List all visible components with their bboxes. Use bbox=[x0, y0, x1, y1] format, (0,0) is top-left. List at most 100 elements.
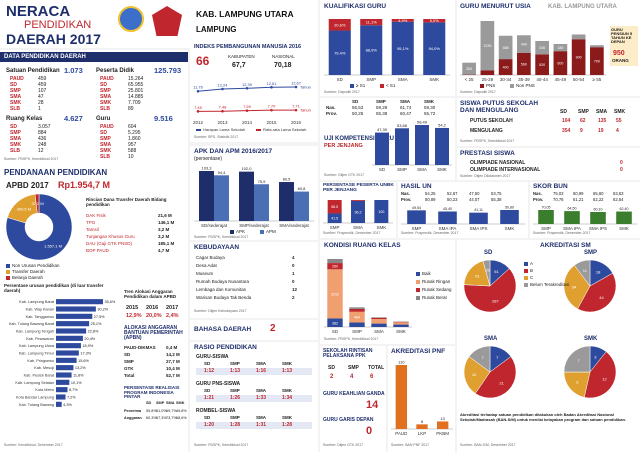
point bbox=[196, 89, 200, 93]
legend-swatch bbox=[524, 283, 528, 287]
group-label: Satuan Pendidikan bbox=[6, 68, 60, 74]
source: Sumber: PDSPK, Kemdikbud 2017 bbox=[324, 337, 379, 341]
item-value: 1 bbox=[38, 106, 41, 112]
chart: SD 382 2212 280 SMP 484 SMA SMK bbox=[324, 259, 412, 334]
section-title: SEKOLAH RINTISAN PELAKSANA PPK bbox=[323, 348, 373, 359]
item-value: 7.709 bbox=[128, 100, 141, 106]
item-label: SLB bbox=[100, 154, 110, 160]
group-total: 9.516 bbox=[154, 114, 173, 123]
point bbox=[221, 109, 224, 113]
pie-slice bbox=[474, 356, 517, 399]
table-cell: 60,3% bbox=[146, 416, 157, 420]
table-cell: SD bbox=[328, 365, 335, 371]
table-cell: 1:13 bbox=[282, 368, 293, 374]
value-label: 7 bbox=[577, 358, 580, 363]
legend-swatch bbox=[6, 264, 10, 268]
table-cell: 62,22 bbox=[593, 197, 604, 202]
source: Sumber: BAN-S/M, Desember 2017 bbox=[460, 443, 516, 447]
table-cell: BOP PAUD bbox=[86, 248, 109, 253]
chart: PAUD 110 LKP 8 PKBM 13 bbox=[391, 360, 453, 436]
x-tick-label: < 25 bbox=[465, 77, 474, 82]
source: Sumber: Puspendik, Desember 2017 bbox=[323, 231, 381, 235]
bar bbox=[415, 125, 429, 165]
chart: 7 21 12 7 bbox=[463, 345, 517, 399]
pie-label: SMA bbox=[484, 336, 498, 342]
value-label: 7 bbox=[482, 355, 485, 360]
legend-swatch bbox=[416, 296, 420, 300]
chart: SD 79,4% 20,6% SMP 88,9% 11,1% SMA 95,1% 4,9% SMK… bbox=[324, 18, 450, 82]
table-cell: 1:20 bbox=[204, 422, 215, 428]
x-tick-label: SMP bbox=[397, 167, 407, 172]
x-tick-label: SMP bbox=[352, 329, 362, 334]
bar bbox=[423, 22, 446, 75]
value-label: 22,8% bbox=[88, 329, 99, 333]
bar bbox=[360, 25, 383, 75]
value-label: 360,5 M bbox=[17, 207, 31, 212]
value-label: 58.5 bbox=[331, 205, 338, 209]
value-label: 280 bbox=[332, 265, 338, 269]
table-cell: 1:13 bbox=[230, 368, 241, 374]
bar bbox=[56, 321, 90, 327]
table-cell: 52,7 M bbox=[166, 373, 180, 378]
legend-swatch bbox=[524, 269, 528, 273]
point bbox=[270, 85, 273, 89]
value-label: 94,0% bbox=[429, 46, 441, 51]
pie-slice bbox=[468, 345, 491, 373]
value-label: 54,2 bbox=[438, 122, 447, 127]
legend-label: < S1 bbox=[386, 83, 396, 88]
x-tick-label: SMP bbox=[330, 225, 340, 230]
value-label: 88,9% bbox=[366, 48, 378, 53]
point bbox=[294, 108, 298, 112]
value-label: 25,1% bbox=[91, 322, 102, 326]
panel bbox=[190, 42, 318, 142]
table-cell: 27,7 M bbox=[166, 359, 180, 364]
source: Sumber: Ditjen GTK 2017 bbox=[324, 173, 365, 177]
value-label: 13,2% bbox=[75, 366, 86, 370]
table-cell: 1:21 bbox=[204, 395, 215, 401]
table-cell: SMP bbox=[230, 388, 240, 393]
value-label: 6,0% bbox=[430, 18, 440, 23]
chart: 18 44 34 11 bbox=[563, 259, 617, 313]
table-cell: 4 bbox=[292, 255, 295, 260]
group-label: GURU-SISWA bbox=[196, 354, 229, 360]
section-title: AKREDITASI SM bbox=[540, 242, 591, 249]
item-label: SLB bbox=[10, 106, 20, 112]
legend-label: Rusak Berat bbox=[422, 295, 447, 300]
point bbox=[294, 85, 298, 89]
section-title: KONDISI RUANG KELAS bbox=[324, 242, 401, 249]
label: KABUPATEN bbox=[228, 54, 255, 59]
table-cell: SD bbox=[204, 388, 211, 393]
table-cell: 135 bbox=[598, 118, 607, 124]
value-label: 58,49 bbox=[417, 120, 428, 125]
pie-slice bbox=[34, 193, 40, 214]
table-cell: 65,60 bbox=[593, 191, 604, 196]
value-label: 1239 bbox=[483, 44, 491, 48]
value: Rp1.954,7 M bbox=[58, 180, 111, 190]
item-label: SMA bbox=[10, 94, 22, 100]
bar bbox=[553, 44, 568, 52]
bar bbox=[56, 379, 70, 385]
source: Sumber: PDSPK, Kemdikbud 2017 bbox=[4, 157, 59, 161]
item-label: SMA bbox=[100, 142, 112, 148]
value-label: 11,8% bbox=[73, 373, 84, 377]
section-title: GURU MENURUT USIA bbox=[460, 3, 531, 10]
x-tick-label: 25-29 bbox=[482, 77, 494, 82]
table-cell: 2,4% bbox=[166, 313, 179, 319]
table-cell: Anggaran bbox=[124, 416, 142, 420]
legend-swatch bbox=[6, 270, 10, 274]
x-tick-label: SMP/sederajat bbox=[239, 223, 269, 228]
table-cell: 57,3% bbox=[156, 416, 167, 420]
x-tick-label: SMP bbox=[412, 226, 422, 231]
value: 70,18 bbox=[274, 62, 292, 69]
item-value: 12 bbox=[38, 148, 44, 154]
value-label: 35,6% bbox=[105, 300, 116, 304]
bar bbox=[327, 263, 343, 270]
legend-swatch bbox=[350, 84, 354, 88]
item-value: 459 bbox=[38, 76, 47, 82]
group-label: ROMBEL-SISWA bbox=[196, 408, 236, 414]
x-tick-label: 45-49 bbox=[555, 77, 567, 82]
table-cell: SMA bbox=[166, 401, 175, 405]
row-bg bbox=[196, 368, 312, 375]
value-label: 12,67 bbox=[291, 80, 302, 85]
value-label: 300 bbox=[466, 67, 472, 71]
